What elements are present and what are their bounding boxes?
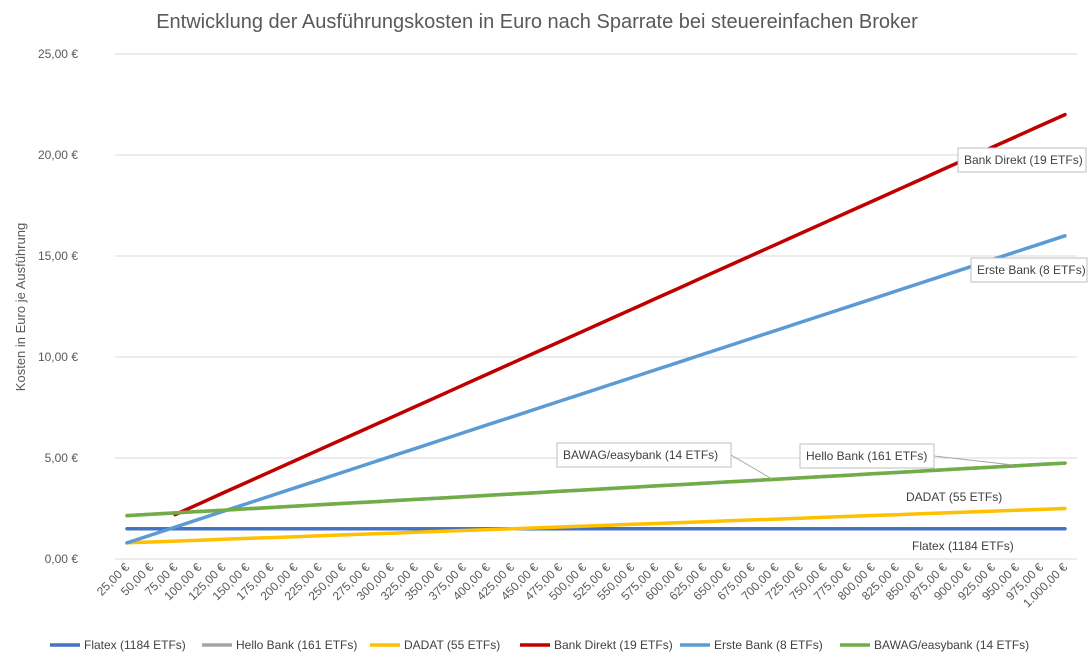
legend-label: BAWAG/easybank (14 ETFs) bbox=[874, 638, 1029, 652]
series-line bbox=[125, 461, 1067, 518]
legend-label: Erste Bank (8 ETFs) bbox=[714, 638, 823, 652]
y-axis-label: Kosten in Euro je Ausführung bbox=[13, 223, 28, 391]
y-tick-label: 0,00 € bbox=[45, 552, 79, 566]
annotation-box bbox=[970, 257, 1088, 283]
annotation-box bbox=[957, 147, 1087, 173]
legend-label: Flatex (1184 ETFs) bbox=[84, 638, 186, 652]
y-axis-ticks: 0,00 € 5,00 € 10,00 € 15,00 € 20,00 € 25,00 € bbox=[38, 47, 78, 566]
gridlines bbox=[115, 53, 1077, 459]
annotation-label: Flatex (1184 ETFs) bbox=[912, 539, 1014, 553]
legend-label: DADAT (55 ETFs) bbox=[404, 638, 500, 652]
series-line bbox=[125, 506, 1067, 545]
annotation-box bbox=[556, 442, 732, 468]
chart-title: Entwicklung der Ausführungskosten in Eur… bbox=[156, 11, 918, 33]
y-tick-label: 15,00 € bbox=[38, 249, 78, 263]
annotation-label: Hello Bank (161 ETFs) bbox=[806, 449, 927, 463]
annotation-label: Erste Bank (8 ETFs) bbox=[977, 263, 1086, 277]
y-tick-label: 5,00 € bbox=[45, 451, 79, 465]
y-tick-label: 20,00 € bbox=[38, 148, 78, 162]
x-axis-ticks: 25,00 €50,00 €75,00 €100,00 €125,00 €150… bbox=[94, 560, 1070, 610]
annotation-leader bbox=[730, 454, 773, 480]
legend-label: Hello Bank (161 ETFs) bbox=[236, 638, 357, 652]
y-tick-label: 10,00 € bbox=[38, 350, 78, 364]
annotation-label: Bank Direkt (19 ETFs) bbox=[964, 153, 1083, 167]
annotation-leader bbox=[933, 455, 1014, 466]
annotation-label: DADAT (55 ETFs) bbox=[906, 490, 1002, 504]
annotation-box bbox=[799, 443, 935, 469]
y-tick-label: 25,00 € bbox=[38, 47, 78, 61]
legend: Flatex (1184 ETFs) Hello Bank (161 ETFs) D… bbox=[50, 638, 1029, 652]
series-line bbox=[173, 112, 1067, 517]
series-lines bbox=[125, 112, 1067, 545]
annotations: Bank Direkt (19 ETFs) Erste Bank (8 ETFs)… bbox=[556, 147, 1088, 553]
series-line bbox=[125, 234, 1067, 545]
annotation-label: BAWAG/easybank (14 ETFs) bbox=[563, 448, 718, 462]
legend-label: Bank Direkt (19 ETFs) bbox=[554, 638, 673, 652]
